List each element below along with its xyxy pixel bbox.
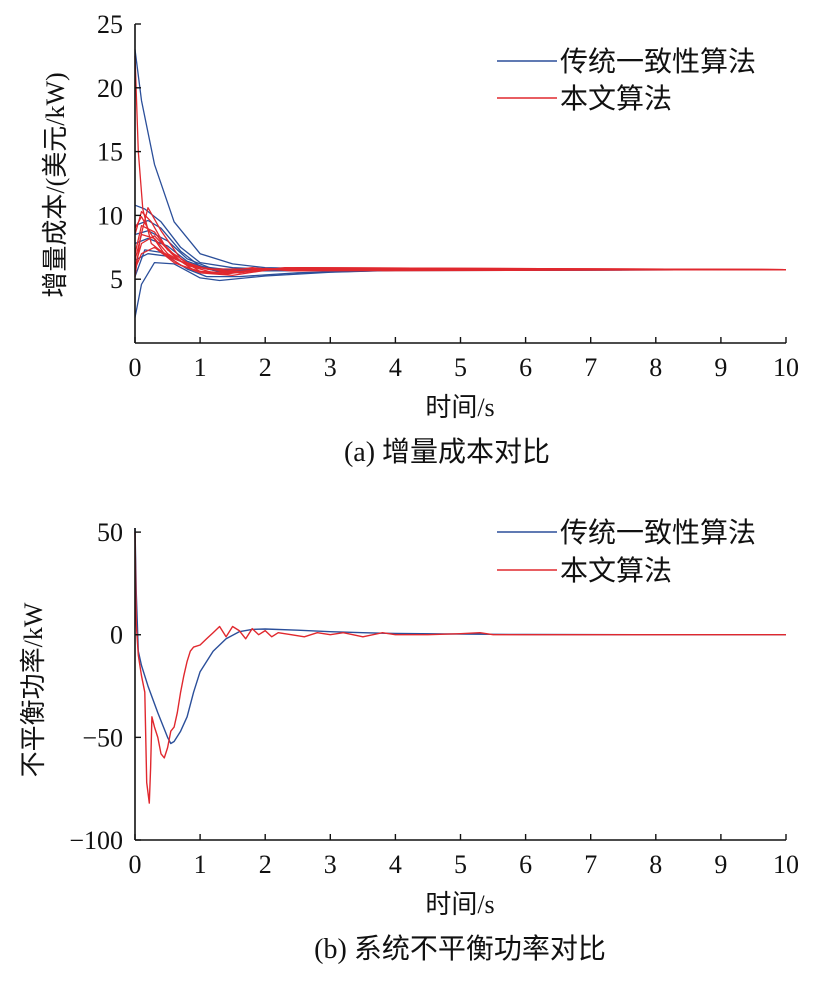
chart-a-legend-label-blue: 传统一致性算法 [560, 46, 756, 78]
chart-a-x-tick-label: 5 [454, 353, 467, 382]
chart-b-y-label: 不平衡功率/kW [19, 602, 48, 777]
chart-b-ticks: 0 1 2 3 4 5 6 7 8 9 10 50 0 −50 −100 [69, 518, 799, 879]
chart-b-y-tick-label: 0 [110, 621, 123, 650]
chart-a-series-line-blue-1 [134, 204, 786, 271]
chart-a-x-label: 时间/s [425, 393, 494, 422]
chart-a-x-tick-label: 10 [773, 353, 799, 382]
chart-a-series-line-red-0 [134, 55, 787, 271]
chart-b-series-line-red [134, 532, 786, 804]
chart-a-y-tick-label: 15 [97, 138, 123, 167]
chart-b-series-group [134, 527, 786, 804]
chart-b-x-tick-label: 3 [324, 850, 337, 879]
chart-a-y-tick-label: 25 [97, 10, 123, 39]
chart-b-x-tick-label: 6 [519, 850, 532, 879]
chart-a-x-tick-label: 9 [714, 353, 727, 382]
chart-b-x-tick-label: 9 [714, 850, 727, 879]
chart-a-series-line-red-1 [134, 210, 786, 273]
chart-b: 0 1 2 3 4 5 6 7 8 9 10 50 0 −50 −100 时间/s 不平衡功率/kW (b)… [19, 517, 799, 965]
chart-a-series-line-red-5 [134, 235, 787, 275]
chart-a-y-tick-label: 5 [110, 265, 123, 294]
chart-b-x-tick-label: 4 [389, 850, 402, 879]
chart-b-x-tick-label: 1 [194, 850, 207, 879]
chart-b-x-tick-label: 8 [649, 850, 662, 879]
chart-a-caption: (a) 增量成本对比 [344, 436, 550, 468]
chart-b-x-tick-label: 2 [259, 850, 272, 879]
chart-b-y-tick-label: −100 [69, 826, 123, 855]
chart-b-x-tick-label: 10 [773, 850, 799, 879]
chart-b-legend-label-red: 本文算法 [560, 555, 672, 587]
chart-a-series-line-red-7 [134, 246, 787, 277]
chart-a-series-line-blue-0 [134, 49, 786, 271]
chart-a-legend: 传统一致性算法 本文算法 [497, 46, 756, 115]
chart-a-series-line-red-2 [134, 216, 787, 275]
chart-b-x-tick-label: 7 [584, 850, 597, 879]
chart-a-y-tick-label: 10 [97, 201, 123, 230]
chart-a-x-tick-label: 7 [584, 353, 597, 382]
chart-a-x-tick-label: 1 [194, 353, 207, 382]
chart-b-legend-label-blue: 传统一致性算法 [560, 517, 756, 549]
chart-a-y-tick-label: 20 [97, 74, 123, 103]
chart-a-x-tick-label: 2 [259, 353, 272, 382]
chart-a-legend-label-red: 本文算法 [560, 83, 672, 115]
chart-b-series-line-blue [134, 527, 786, 745]
chart-b-y-tick-label: 50 [97, 518, 123, 547]
chart-a-series-line-blue-2 [134, 219, 786, 271]
chart-b-x-tick-label: 5 [454, 850, 467, 879]
chart-a-x-tick-label: 8 [649, 353, 662, 382]
chart-a-x-tick-label: 6 [519, 353, 532, 382]
chart-b-x-label: 时间/s [425, 890, 494, 919]
chart-a-x-tick-label: 0 [129, 353, 142, 382]
chart-a-ticks: 0 1 2 3 4 5 6 7 8 9 10 5 10 15 20 25 [97, 10, 799, 382]
chart-a-x-tick-label: 3 [324, 353, 337, 382]
chart-a-series-group [134, 49, 787, 318]
chart-a-series-line-red-6 [134, 207, 787, 277]
chart-b-caption: (b) 系统不平衡功率对比 [314, 933, 606, 965]
chart-a-y-label: 增量成本/(美元/kW) [41, 72, 70, 297]
chart-b-x-tick-label: 0 [129, 850, 142, 879]
chart-a-x-tick-label: 4 [389, 353, 402, 382]
chart-a-series-line-red-3 [134, 224, 787, 274]
chart-b-legend: 传统一致性算法 本文算法 [497, 517, 756, 587]
chart-a-series-line-blue-4 [134, 237, 787, 271]
chart-b-y-tick-label: −50 [82, 723, 123, 752]
